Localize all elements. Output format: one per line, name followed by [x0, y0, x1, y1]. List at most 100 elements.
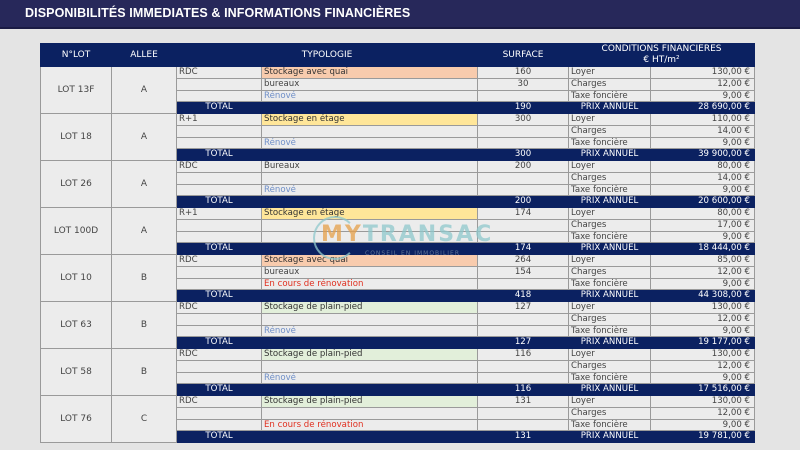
typology-cell: Stockage en étage [260, 207, 479, 220]
level-cell [176, 124, 262, 138]
table-row: LOT 13F A RDC Stockage avec quai 160 Loyer 130… [40, 66, 756, 114]
level-cell [176, 277, 262, 291]
condition-label: Loyer [568, 254, 652, 267]
prix-annuel-value: 28 690,00 € [650, 101, 756, 114]
total-row: TOTAL 127 PRIX ANNUEL 19 177,00 € [41, 336, 756, 349]
page-title: DISPONIBILITÉS IMMEDIATES & INFORMATIONS… [25, 6, 411, 20]
table-row: bureaux 154 Charges 12,00 € [41, 265, 756, 279]
condition-label: Loyer [568, 113, 652, 126]
total-spacer [260, 195, 479, 208]
lot-number: LOT 10 [40, 254, 112, 302]
condition-label: Taxe foncière [568, 277, 652, 291]
condition-value: 9,00 € [650, 418, 756, 432]
level-cell [176, 265, 262, 279]
table-row: LOT 10 B RDC Stockage avec quai 264 Loyer 85,0… [40, 254, 756, 302]
typology-cell: Bureaux [260, 160, 479, 173]
level-cell: R+1 [176, 207, 262, 220]
typology-cell [260, 171, 479, 185]
table-row: LOT 18 A R+1 Stockage en étage 300 Loyer 110,0… [40, 113, 756, 161]
typology-cell [260, 406, 479, 420]
condition-value: 9,00 € [650, 324, 756, 338]
total-label: TOTAL [176, 336, 262, 349]
typology-cell: Stockage en étage [260, 113, 479, 126]
surface-cell [477, 89, 570, 103]
surface-cell [477, 183, 570, 197]
lot-number: LOT 18 [40, 113, 112, 161]
condition-value: 110,00 € [650, 113, 756, 126]
condition-value: 14,00 € [650, 124, 756, 138]
level-cell [176, 406, 262, 420]
table-row: Charges 14,00 € [41, 171, 756, 185]
total-surface: 200 [477, 195, 570, 208]
typology-cell: bureaux [260, 77, 479, 91]
lot-number: LOT 58 [40, 348, 112, 396]
condition-value: 130,00 € [650, 395, 756, 408]
total-surface: 116 [477, 383, 570, 396]
level-cell [176, 324, 262, 338]
condition-value: 9,00 € [650, 183, 756, 197]
typology-cell: bureaux [260, 265, 479, 279]
lot-allee: A [111, 207, 177, 255]
table-row: En cours de rénovation Taxe foncière 9,00 … [41, 418, 756, 432]
total-label: TOTAL [176, 195, 262, 208]
table-row: LOT 100D A R+1 Stockage en étage 174 Loyer 80,… [40, 207, 756, 255]
level-cell [176, 136, 262, 150]
total-row: TOTAL 418 PRIX ANNUEL 44 308,00 € [41, 289, 756, 302]
table-row: LOT 26 A RDC Bureaux 200 Loyer 80,00 € [40, 160, 756, 208]
condition-value: 130,00 € [650, 348, 756, 361]
condition-value: 14,00 € [650, 171, 756, 185]
condition-label: Charges [568, 77, 652, 91]
level-cell: RDC [176, 301, 262, 314]
prix-annuel-value: 19 781,00 € [650, 430, 756, 443]
condition-label: Loyer [568, 301, 652, 314]
surface-cell: 200 [477, 160, 570, 173]
surface-cell [477, 418, 570, 432]
table-row: Rénové Taxe foncière 9,00 € [41, 136, 756, 150]
condition-label: Taxe foncière [568, 230, 652, 244]
surface-cell: 116 [477, 348, 570, 361]
condition-label: Taxe foncière [568, 371, 652, 385]
condition-value: 9,00 € [650, 89, 756, 103]
level-cell: RDC [176, 160, 262, 173]
lot-number: LOT 63 [40, 301, 112, 349]
total-row: TOTAL 174 PRIX ANNUEL 18 444,00 € [41, 242, 756, 255]
surface-cell [477, 136, 570, 150]
total-label: TOTAL [176, 148, 262, 161]
condition-value: 12,00 € [650, 312, 756, 326]
level-cell [176, 418, 262, 432]
surface-cell [477, 171, 570, 185]
table-row: Charges 14,00 € [41, 124, 756, 138]
table-row: Charges 12,00 € [41, 406, 756, 420]
surface-cell [477, 312, 570, 326]
total-surface: 418 [477, 289, 570, 302]
total-surface: 131 [477, 430, 570, 443]
condition-value: 9,00 € [650, 371, 756, 385]
condition-value: 80,00 € [650, 207, 756, 220]
condition-value: 12,00 € [650, 77, 756, 91]
typology-cell: Rénové [260, 183, 479, 197]
level-cell [176, 312, 262, 326]
surface-cell: 154 [477, 265, 570, 279]
level-cell [176, 218, 262, 232]
typology-cell: Rénové [260, 371, 479, 385]
table-row: Taxe foncière 9,00 € [41, 230, 756, 244]
typology-cell: Stockage de plain-pied [260, 395, 479, 408]
table-row: LOT 76 C RDC Stockage de plain-pied 131 Loyer… [40, 395, 756, 443]
table-row: Rénové Taxe foncière 9,00 € [41, 89, 756, 103]
total-spacer [260, 430, 479, 443]
level-cell [176, 89, 262, 103]
lot-allee: B [111, 254, 177, 302]
total-spacer [260, 148, 479, 161]
condition-value: 9,00 € [650, 230, 756, 244]
level-cell [176, 359, 262, 373]
total-spacer [260, 289, 479, 302]
typology-cell [260, 312, 479, 326]
table-row: Rénové Taxe foncière 9,00 € [41, 371, 756, 385]
condition-label: Charges [568, 406, 652, 420]
typology-cell: En cours de rénovation [260, 277, 479, 291]
typology-cell: Stockage de plain-pied [260, 301, 479, 314]
level-cell [176, 171, 262, 185]
prix-annuel-value: 39 900,00 € [650, 148, 756, 161]
total-surface: 127 [477, 336, 570, 349]
prix-annuel-label: PRIX ANNUEL [568, 101, 652, 114]
